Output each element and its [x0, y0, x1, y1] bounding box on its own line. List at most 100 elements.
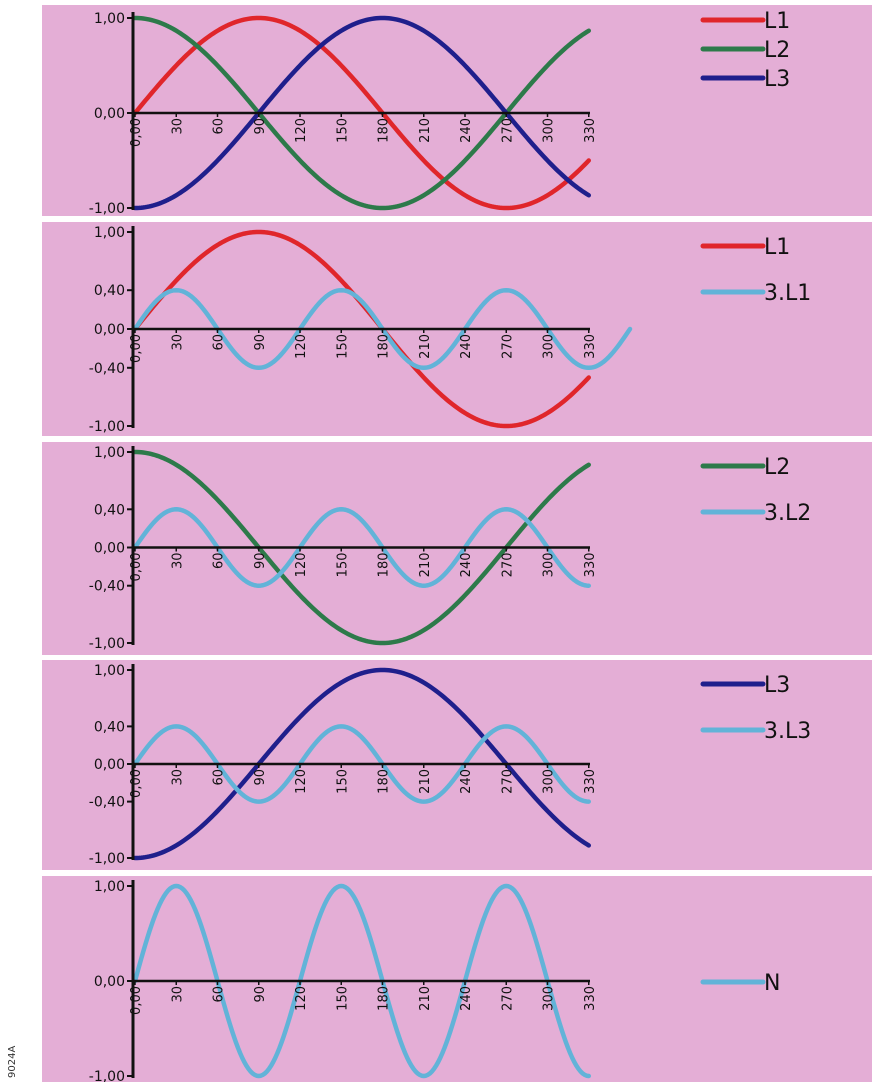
y-tick-label: 0,00: [94, 974, 125, 990]
series-group: [132, 667, 591, 861]
y-tick-label: 1,00: [94, 225, 125, 241]
y-tick-label: 1,00: [94, 663, 125, 679]
y-tick-label: 0,40: [94, 502, 125, 518]
x-tick-label: 90: [253, 769, 268, 786]
x-tick-label: 60: [212, 553, 227, 570]
x-tick-label: 120: [294, 118, 309, 143]
x-tick-label: 30: [170, 769, 185, 786]
x-tick-label: 120: [294, 769, 309, 794]
y-tick-label: -0,40: [89, 361, 125, 377]
x-tick-label: 240: [459, 334, 474, 359]
chart-panel-3: 1,00 0,40 0,00 -0,40 -1,00 0,00 30 60 90 120 150 18…: [42, 442, 872, 655]
series-line-3-l2: [132, 507, 591, 588]
legend-label-l1: L1: [764, 9, 790, 34]
legend: N: [700, 971, 780, 996]
figure-code-label: 9024A: [7, 1046, 18, 1078]
y-tick-label: -1,00: [89, 636, 125, 652]
x-tick-label: 150: [335, 118, 350, 143]
series-group: [132, 449, 591, 646]
x-tick-label: 90: [253, 553, 268, 570]
x-tick-label: 60: [212, 334, 227, 351]
legend-label-l3: L3: [764, 673, 790, 698]
legend: L1 L2 L3: [700, 9, 790, 92]
y-tick-label: -0,40: [89, 579, 125, 595]
x-tick-label: 210: [418, 118, 433, 143]
x-tick-label: 180: [377, 986, 392, 1011]
x-tick-label: 120: [294, 986, 309, 1011]
figure-code-text: 9024A: [7, 1046, 18, 1078]
panel-background: [42, 876, 872, 1082]
x-tick-label: 60: [212, 769, 227, 786]
x-tick-label: 30: [170, 553, 185, 570]
legend-label-l1: L1: [764, 235, 790, 260]
legend-label-3-l3: 3.L3: [764, 719, 811, 744]
x-tick-label: 180: [377, 769, 392, 794]
y-tick-label: 0,40: [94, 719, 125, 735]
legend-label-l2: L2: [764, 455, 790, 480]
series-group: [132, 15, 591, 211]
series-line-l2: [132, 449, 591, 646]
x-tick-label: 270: [500, 986, 515, 1011]
y-tick-label: 0,40: [94, 283, 125, 299]
legend-label-n: N: [764, 971, 780, 996]
x-tick-label: 0,00: [129, 986, 144, 1015]
x-tick-label: 270: [500, 769, 515, 794]
y-tick-label: -1,00: [89, 201, 125, 217]
series-line-n: [132, 883, 591, 1079]
legend: L3 3.L3: [700, 673, 811, 744]
x-tick-label: 30: [170, 986, 185, 1003]
x-tick-label: 180: [377, 118, 392, 143]
x-tick-label: 300: [542, 118, 557, 143]
x-tick-label: 240: [459, 118, 474, 143]
x-tick-label: 180: [377, 553, 392, 578]
x-tick-label: 120: [294, 334, 309, 359]
x-tick-label: 210: [418, 769, 433, 794]
x-tick-label: 150: [335, 769, 350, 794]
x-tick-label: 270: [500, 553, 515, 578]
y-tick-label: -0,40: [89, 795, 125, 811]
x-tick-label: 210: [418, 334, 433, 359]
x-tick-label: 240: [459, 769, 474, 794]
x-tick-label: 300: [542, 769, 557, 794]
x-tick-label: 60: [212, 118, 227, 135]
x-tick-label: 330: [583, 118, 598, 143]
y-tick-label: -1,00: [89, 419, 125, 435]
x-tick-label: 0,00: [129, 553, 144, 582]
y-tick-label: 1,00: [94, 11, 125, 27]
panel-background: [42, 5, 872, 216]
series-group: [132, 883, 591, 1079]
chart-panel-5: 1,00 0,00 -1,00 0,00 30 60 90 120 150 180 210 240 27…: [42, 876, 872, 1082]
y-tick-label: -1,00: [89, 1069, 125, 1082]
x-tick-label: 330: [583, 769, 598, 794]
x-tick-label: 300: [542, 553, 557, 578]
y-tick-label: 0,00: [94, 322, 125, 338]
x-tick-label: 330: [583, 334, 598, 359]
x-tick-label: 60: [212, 986, 227, 1003]
y-tick-label: 0,00: [94, 106, 125, 122]
chart-panel-2: 1,00 0,40 0,00 -0,40 -1,00 0,00 30 60 90 120 150 18…: [42, 222, 872, 436]
y-tick-label: 1,00: [94, 879, 125, 895]
legend-label-l2: L2: [764, 38, 790, 63]
x-tick-label: 300: [542, 334, 557, 359]
x-tick-label: 150: [335, 553, 350, 578]
x-tick-label: 210: [418, 553, 433, 578]
chart-panel-1: 1,00 0,00 -1,00 0,00 30 60 90 120 150 180 210 240 27…: [42, 5, 872, 217]
x-tick-label: 30: [170, 334, 185, 351]
x-tick-label: 240: [459, 553, 474, 578]
series-line-l3: [132, 15, 591, 211]
x-tick-label: 330: [583, 553, 598, 578]
x-tick-label: 0,00: [129, 118, 144, 147]
x-tick-label: 90: [253, 334, 268, 351]
x-tick-label: 180: [377, 334, 392, 359]
series-line-l1: [132, 15, 591, 211]
x-tick-label: 90: [253, 118, 268, 135]
x-tick-label: 150: [335, 986, 350, 1011]
y-tick-label: 0,00: [94, 541, 125, 557]
series-line-3-l3: [132, 724, 591, 804]
legend: L1 3.L1: [700, 235, 811, 306]
y-tick-label: -1,00: [89, 851, 125, 867]
legend-label-3-l1: 3.L1: [764, 281, 811, 306]
legend-label-3-l2: 3.L2: [764, 501, 811, 526]
x-tick-label: 30: [170, 118, 185, 135]
legend: L2 3.L2: [700, 455, 811, 526]
